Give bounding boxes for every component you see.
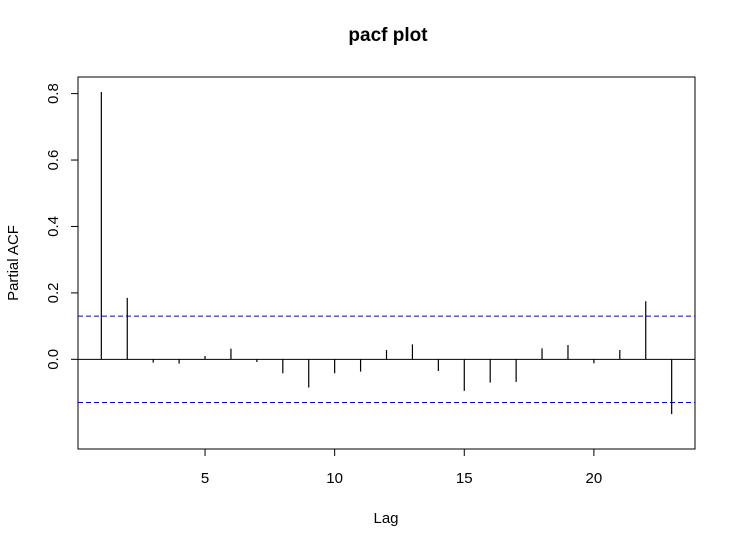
x-tick-label: 5: [201, 470, 209, 487]
y-axis: 0.0 0.2 0.4 0.6 0.8: [45, 83, 78, 370]
y-axis-label: Partial ACF: [5, 225, 22, 301]
x-axis: 5 10 15 20: [201, 449, 602, 487]
x-tick-label: 15: [456, 470, 473, 487]
x-axis-label: Lag: [373, 510, 398, 527]
y-tick-label: 0.2: [45, 282, 62, 303]
plot-frame: [77, 76, 696, 450]
y-tick-label: 0.8: [45, 83, 62, 104]
pacf-bars: [100, 91, 673, 415]
y-tick-label: 0.4: [45, 216, 62, 237]
y-tick-label: 0.0: [45, 349, 62, 370]
x-tick-label: 20: [586, 470, 603, 487]
chart-title: pacf plot: [348, 25, 428, 46]
x-tick-label: 10: [326, 470, 343, 487]
y-tick-label: 0.6: [45, 150, 62, 171]
